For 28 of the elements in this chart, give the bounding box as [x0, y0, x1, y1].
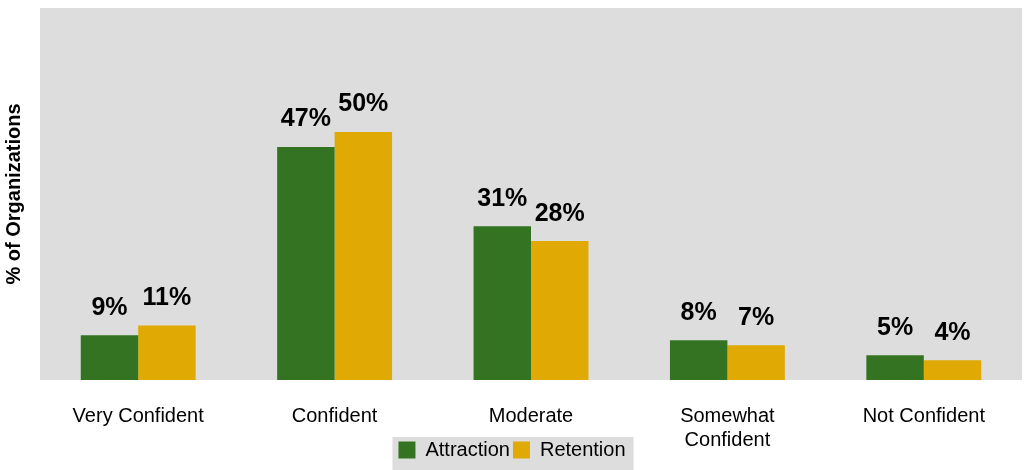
bar: [923, 360, 982, 380]
bar: [334, 132, 393, 380]
bar: [277, 146, 335, 380]
legend-label: Retention: [539, 437, 626, 460]
x-tick-label: Not Confident: [862, 403, 986, 426]
bar: [727, 345, 785, 380]
x-tick-label: Confident: [291, 403, 378, 426]
bar: [80, 335, 139, 380]
data-label: 31%: [477, 182, 528, 211]
data-label: 50%: [338, 88, 389, 117]
bar: [669, 340, 728, 380]
bar: [866, 355, 924, 380]
data-label: 5%: [877, 311, 914, 340]
y-axis-title: % of Organizations: [1, 103, 24, 285]
x-tick-label: Somewhat Confident: [680, 403, 776, 450]
x-tick-label: Moderate: [488, 403, 574, 426]
data-label: 9%: [91, 291, 128, 320]
bar: [473, 226, 531, 380]
data-label: 11%: [142, 281, 192, 310]
data-label: 47%: [280, 103, 331, 132]
data-label: 7%: [738, 301, 775, 330]
legend-label: Attraction: [425, 437, 510, 460]
bar: [138, 325, 196, 380]
bar: [531, 241, 589, 380]
data-label: 8%: [680, 296, 717, 325]
x-tick-label: Very Confident: [72, 403, 205, 426]
data-label: 28%: [534, 197, 585, 226]
data-label: 4%: [934, 316, 971, 345]
